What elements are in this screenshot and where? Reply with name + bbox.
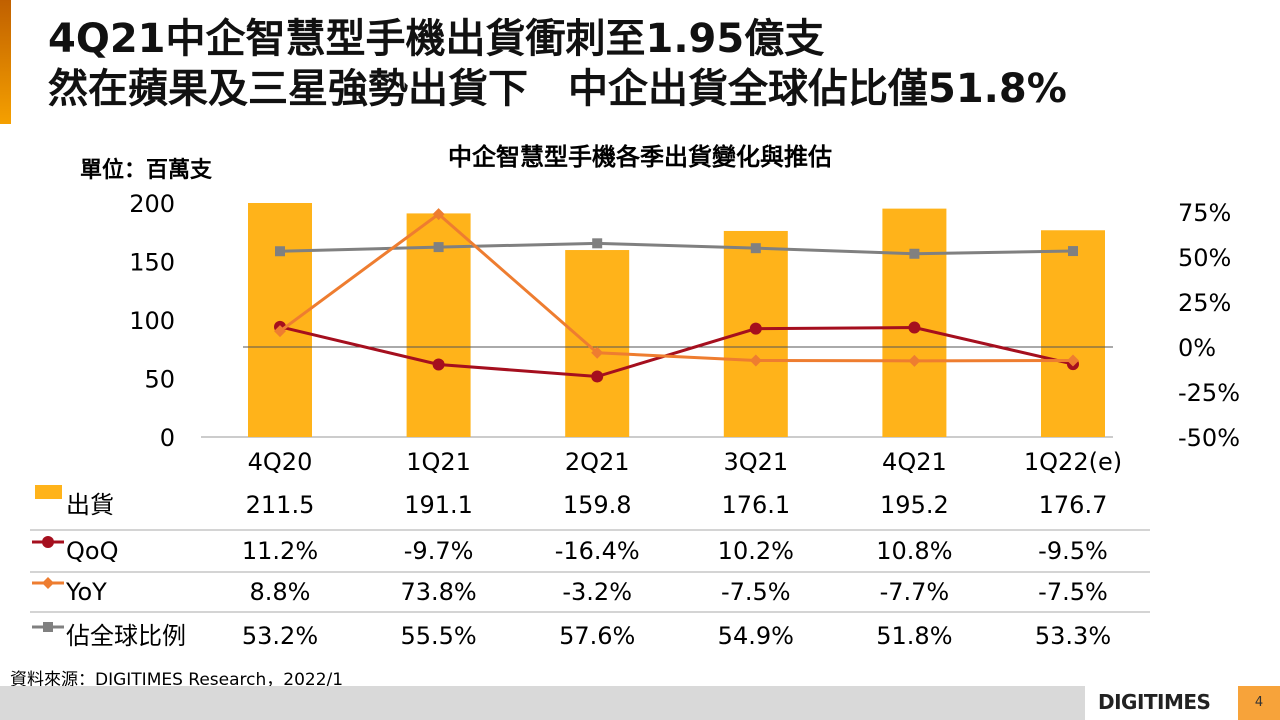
category-label: 3Q21 [723, 448, 788, 476]
table-cell: 53.2% [242, 622, 318, 650]
point-佔全球比例 [1068, 246, 1078, 257]
table-cell: -3.2% [562, 578, 632, 606]
point-QoQ [591, 370, 604, 383]
table-cell: -7.7% [880, 578, 950, 606]
footer-bar [0, 686, 1085, 720]
point-佔全球比例 [909, 248, 920, 259]
left-tick-label: 0 [160, 424, 175, 452]
point-YoY [432, 208, 445, 221]
table-cell: -7.5% [1038, 578, 1108, 606]
bar-shipment [565, 250, 630, 437]
legend-bar-icon [35, 485, 62, 499]
legend-label: YoY [65, 578, 107, 606]
table-cell: 55.5% [400, 622, 476, 650]
category-label: 4Q20 [248, 448, 313, 476]
legend-marker-icon [43, 622, 53, 632]
table-cell: 195.2 [880, 491, 949, 519]
chart-title: 中企智慧型手機各季出貨變化與推估 [448, 143, 832, 171]
table-cell: 51.8% [876, 622, 952, 650]
right-tick-label: 75% [1178, 199, 1231, 227]
page-title: 4Q21中企智慧型手機出貨衝刺至1.95億支 然在蘋果及三星強勢出貨下 中企出貨全… [48, 14, 1067, 114]
table-cell: 73.8% [400, 578, 476, 606]
table-cell: -16.4% [555, 537, 640, 565]
category-label: 2Q21 [565, 448, 630, 476]
table-cell: 57.6% [559, 622, 635, 650]
point-QoQ [908, 321, 921, 334]
point-佔全球比例 [433, 242, 444, 253]
table-cell: -7.5% [721, 578, 791, 606]
category-label: 1Q21 [406, 448, 471, 476]
table-cell: 11.2% [242, 537, 318, 565]
point-YoY [591, 346, 604, 359]
line-QoQ [279, 325, 1074, 379]
line-佔全球比例 [279, 241, 1074, 256]
legend-label: 佔全球比例 [66, 622, 186, 650]
legend-label: QoQ [66, 537, 118, 565]
line-YoY [279, 212, 1074, 363]
chart: 0 50 100 150 200 -50% -25% 0% 25% 50% 75% 4Q20 1Q21 2… [30, 190, 1240, 650]
page-number: 4 [1238, 686, 1280, 720]
digitimes-logo: DIGITIMES [1098, 690, 1211, 714]
point-QoQ [432, 358, 445, 371]
table-cell: 176.7 [1039, 491, 1108, 519]
right-tick-label: 25% [1178, 289, 1231, 317]
category-label: 4Q21 [882, 448, 947, 476]
table-cell: 54.9% [718, 622, 794, 650]
legend-label: 出貨 [66, 491, 114, 519]
accent-bar [0, 0, 11, 124]
point-QoQ [749, 322, 762, 335]
left-tick-label: 200 [129, 190, 175, 218]
bar-shipment [248, 203, 312, 437]
title-line-2: 然在蘋果及三星強勢出貨下 中企出貨全球佔比僅51.8% [48, 66, 1067, 112]
left-tick-label: 150 [129, 249, 175, 277]
point-佔全球比例 [592, 238, 603, 249]
right-tick-label: -50% [1178, 424, 1240, 452]
point-YoY [908, 354, 921, 367]
left-tick-label: 100 [129, 307, 175, 335]
right-tick-label: -25% [1178, 379, 1240, 407]
point-佔全球比例 [750, 243, 761, 254]
table-cell: -9.5% [1038, 537, 1108, 565]
category-label: 1Q22(e) [1024, 448, 1122, 476]
table-cell: 10.2% [718, 537, 794, 565]
right-tick-label: 0% [1178, 334, 1216, 362]
legend-marker-icon [42, 577, 54, 589]
point-YoY [1067, 354, 1079, 367]
legend-marker-icon [42, 536, 54, 548]
table-cell: 191.1 [404, 491, 473, 519]
table-cell: -9.7% [404, 537, 474, 565]
point-YoY [274, 325, 286, 338]
table-cell: 8.8% [250, 578, 311, 606]
bar-shipment [1041, 230, 1105, 437]
right-tick-label: 50% [1178, 244, 1231, 272]
table-cell: 176.1 [721, 491, 790, 519]
table-cell: 159.8 [563, 491, 632, 519]
table-cell: 10.8% [876, 537, 952, 565]
title-line-1: 4Q21中企智慧型手機出貨衝刺至1.95億支 [48, 16, 825, 62]
point-佔全球比例 [275, 246, 285, 257]
left-tick-label: 50 [144, 366, 175, 394]
unit-label: 單位：百萬支 [80, 158, 213, 183]
point-YoY [749, 354, 762, 367]
table-cell: 211.5 [246, 491, 315, 519]
table-cell: 53.3% [1035, 622, 1111, 650]
source-note: 資料來源：DIGITIMES Research，2022/1 [10, 670, 344, 690]
